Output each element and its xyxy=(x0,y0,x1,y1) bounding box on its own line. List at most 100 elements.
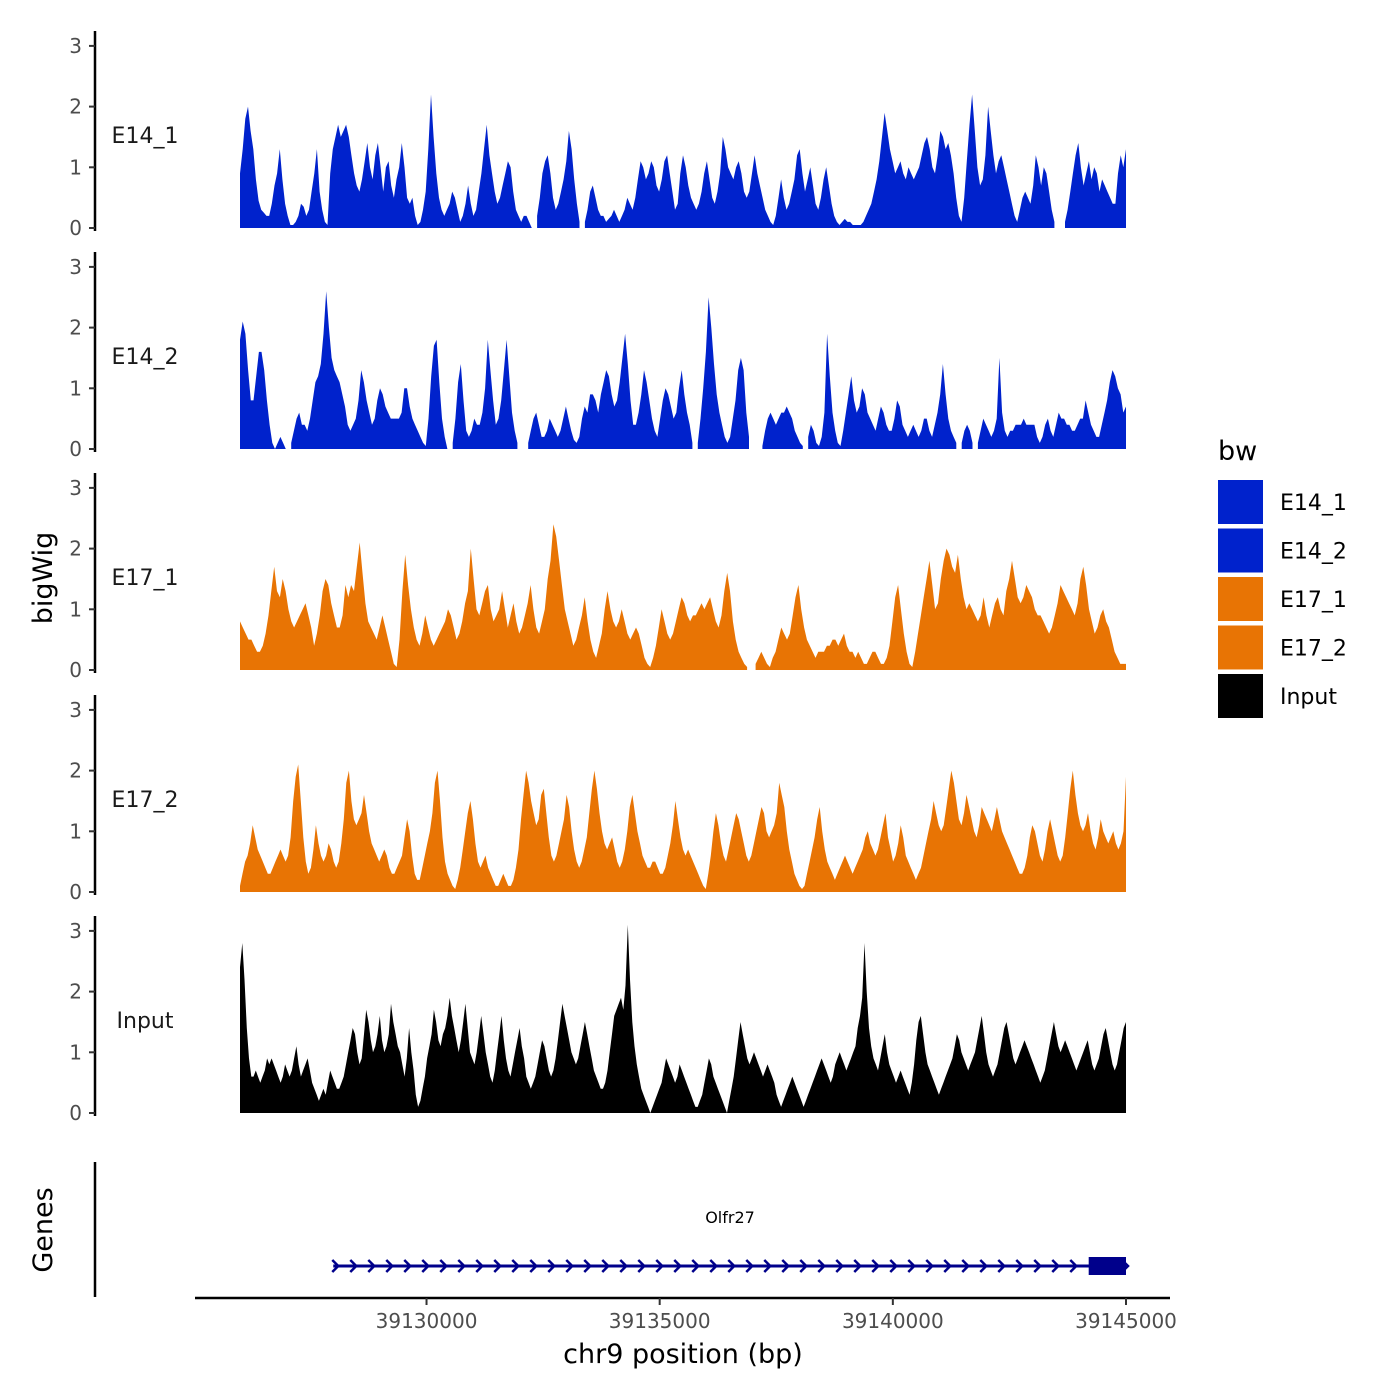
strand-arrow xyxy=(457,1259,467,1273)
y-tick-label: 0 xyxy=(69,437,82,461)
y-tick-label: 1 xyxy=(69,376,82,400)
legend-swatch xyxy=(1218,480,1263,524)
strand-arrow xyxy=(1051,1259,1061,1273)
track-label: E14_1 xyxy=(112,124,179,149)
x-axis: 39130000 39135000 39140000 39145000 xyxy=(195,1296,1177,1333)
strand-arrow xyxy=(529,1259,539,1273)
strand-arrow xyxy=(979,1259,989,1273)
y-tick-label: 3 xyxy=(69,34,82,58)
x-tick-label: 39140000 xyxy=(842,1309,944,1333)
y-tick-label: 0 xyxy=(69,880,82,904)
strand-arrow xyxy=(871,1259,881,1273)
strand-arrow xyxy=(961,1259,971,1273)
coverage-area-e17-1 xyxy=(240,524,748,670)
strand-arrow xyxy=(565,1259,575,1273)
y-tick-label: 3 xyxy=(69,255,82,279)
legend-swatch xyxy=(1218,674,1263,718)
strand-arrow xyxy=(547,1259,557,1273)
coverage-area-e14-2 xyxy=(452,339,518,449)
strand-arrow xyxy=(385,1259,395,1273)
coverage-area-e14-1 xyxy=(240,94,532,228)
gene-name-label: Olfr27 xyxy=(705,1208,755,1227)
legend-swatch xyxy=(1218,625,1263,670)
legend-swatch xyxy=(1218,577,1263,621)
legend-entry-e17-1: E17_1 xyxy=(1218,577,1347,621)
strand-arrow xyxy=(367,1259,377,1273)
y-tick-label: 2 xyxy=(69,316,82,340)
strand-arrow xyxy=(511,1259,521,1273)
strand-arrow xyxy=(583,1259,593,1273)
y-tick-label: 2 xyxy=(69,95,82,119)
track-e17-1: 0 1 2 3 E17_1 xyxy=(69,473,1126,682)
strand-arrow xyxy=(1069,1259,1079,1273)
strand-arrow xyxy=(997,1259,1007,1273)
y-tick-label: 3 xyxy=(69,476,82,500)
coverage-area-e14-2 xyxy=(291,291,448,449)
strand-arrow xyxy=(331,1259,341,1273)
y-tick-label: 0 xyxy=(69,1101,82,1125)
track-e14-1: 0 1 2 3 E14_1 xyxy=(69,31,1126,240)
y-tick-label: 2 xyxy=(69,980,82,1004)
track-e14-2: 0 1 2 3 E14_2 xyxy=(69,252,1126,461)
coverage-area-e14-2 xyxy=(808,333,957,449)
track-input: 0 1 2 3 Input xyxy=(69,916,1126,1125)
strand-arrow xyxy=(403,1259,413,1273)
track-label: Input xyxy=(117,1009,174,1034)
legend-label: Input xyxy=(1280,685,1337,710)
y-axis-title: bigWig xyxy=(28,532,59,625)
legend-entry-e14-2: E14_2 xyxy=(1218,528,1347,573)
y-tick-label: 1 xyxy=(69,1040,82,1064)
strand-arrow xyxy=(817,1259,827,1273)
coverage-area-e14-1 xyxy=(584,94,1055,228)
gene-exon xyxy=(1088,1257,1126,1275)
strand-arrow xyxy=(709,1259,719,1273)
genes-panel: Olfr27 xyxy=(93,1162,1130,1297)
strand-arrow xyxy=(907,1259,917,1273)
strand-arrow xyxy=(1015,1259,1025,1273)
strand-arrow xyxy=(673,1259,683,1273)
y-tick-label: 1 xyxy=(69,597,82,621)
strand-arrow xyxy=(745,1259,755,1273)
coverage-area-e17-1 xyxy=(755,548,1126,670)
coverage-area-e14-2 xyxy=(697,297,749,449)
y-tick-label: 2 xyxy=(69,537,82,561)
legend: bw E14_1 E14_2 E17_1 E17_2 Input xyxy=(1218,436,1347,718)
y-tick-label: 1 xyxy=(69,155,82,179)
y-tick-label: 1 xyxy=(69,819,82,843)
y-tick-label: 2 xyxy=(69,759,82,783)
strand-arrow xyxy=(637,1259,647,1273)
track-label: E17_2 xyxy=(112,788,179,813)
strand-arrow xyxy=(619,1259,629,1273)
coverage-area-e14-2 xyxy=(240,321,286,449)
legend-title: bw xyxy=(1218,436,1257,467)
strand-arrow xyxy=(475,1259,485,1273)
track-label: E17_1 xyxy=(112,566,179,591)
coverage-area-e14-1 xyxy=(537,130,580,228)
strand-arrow xyxy=(691,1259,701,1273)
strand-arrow xyxy=(835,1259,845,1273)
coverage-area-e14-2 xyxy=(762,406,803,449)
strand-arrow xyxy=(439,1259,449,1273)
gene-model xyxy=(331,1257,1130,1275)
track-label: E14_2 xyxy=(112,345,179,370)
legend-label: E14_2 xyxy=(1280,540,1347,565)
coverage-area-e14-2 xyxy=(528,333,693,449)
strand-arrow xyxy=(493,1259,503,1273)
strand-arrow xyxy=(1121,1259,1130,1273)
legend-entry-input: Input xyxy=(1218,674,1337,718)
strand-arrow xyxy=(1033,1259,1043,1273)
x-axis-title: chr9 position (bp) xyxy=(563,1339,803,1370)
x-tick-label: 39130000 xyxy=(376,1309,478,1333)
strand-arrow xyxy=(799,1259,809,1273)
strand-arrow xyxy=(925,1259,935,1273)
legend-entry-e14-1: E14_1 xyxy=(1218,480,1347,524)
legend-label: E14_1 xyxy=(1280,491,1347,516)
x-tick-label: 39135000 xyxy=(609,1309,711,1333)
legend-label: E17_2 xyxy=(1280,637,1347,662)
coverage-area-e14-2 xyxy=(977,357,1126,449)
strand-arrow xyxy=(727,1259,737,1273)
strand-arrow xyxy=(943,1259,953,1273)
coverage-area-input xyxy=(240,924,1126,1113)
